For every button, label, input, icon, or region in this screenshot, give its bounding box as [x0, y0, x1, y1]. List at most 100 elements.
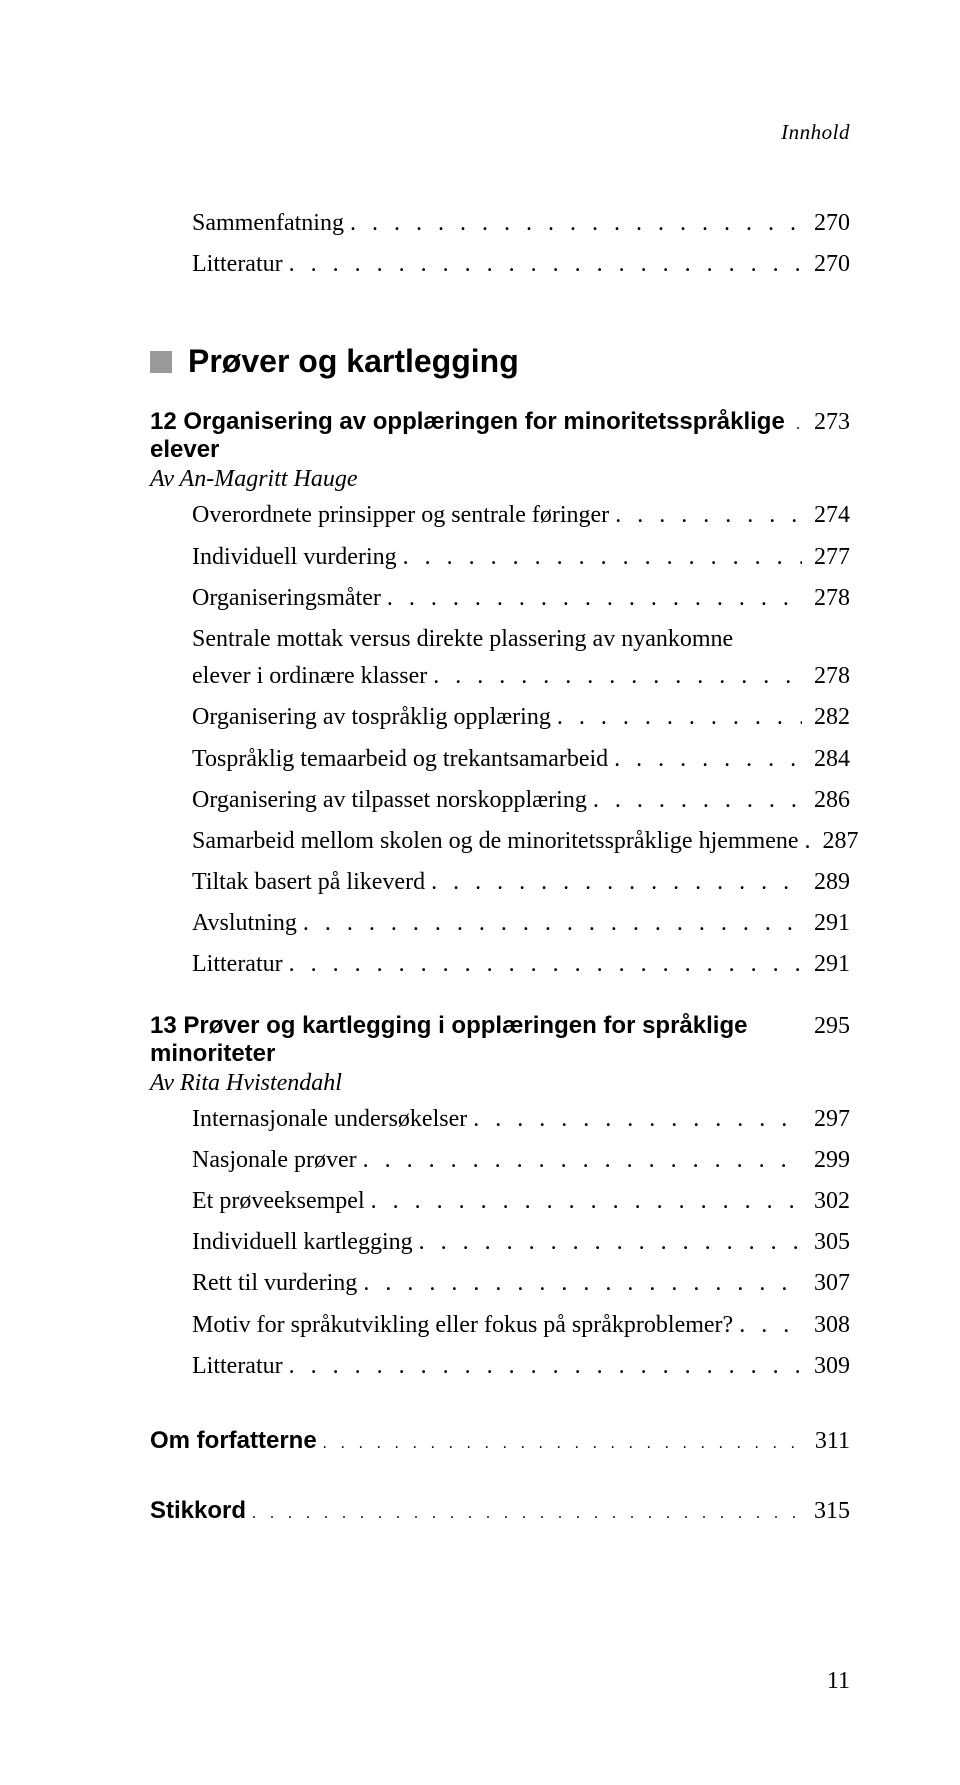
toc-label: Avslutning: [192, 905, 297, 942]
toc-label: Individuell kartlegging: [192, 1224, 413, 1261]
toc-page: 287: [811, 823, 859, 860]
toc-leader: . . . . . . . . . . . . . . . . . . . . …: [283, 246, 802, 283]
toc-label: Litteratur: [192, 946, 283, 983]
toc-page: 274: [802, 497, 850, 534]
toc-entry-multiline: Sentrale mottak versus direkte plasserin…: [150, 621, 850, 695]
chapter-title: 12 Organisering av opplæringen for minor…: [150, 408, 790, 464]
toc-leader: . .: [799, 823, 811, 860]
toc-page: 297: [802, 1101, 850, 1138]
toc-entry: Sammenfatning . . . . . . . . . . . . . …: [150, 205, 850, 242]
toc-entry: Tiltak basert på likeverd . . . . . . . …: [150, 864, 850, 901]
part-title: Prøver og kartlegging: [188, 343, 519, 380]
toc-page: 291: [802, 946, 850, 983]
toc-spacer: [790, 1020, 802, 1038]
chapter-heading: 12 Organisering av opplæringen for minor…: [150, 408, 850, 464]
toc-entry: Individuell vurdering . . . . . . . . . …: [150, 539, 850, 576]
toc-entry: Avslutning . . . . . . . . . . . . . . .…: [150, 905, 850, 942]
chapter-heading: 13 Prøver og kartlegging i opplæringen f…: [150, 1012, 850, 1068]
chapter-title: 13 Prøver og kartlegging i opplæringen f…: [150, 1012, 790, 1068]
toc-entry: Nasjonale prøver . . . . . . . . . . . .…: [150, 1142, 850, 1179]
extras-page: 311: [802, 1428, 850, 1455]
toc-page: 278: [802, 580, 850, 617]
toc-page: 284: [802, 741, 850, 778]
toc-label: Individuell vurdering: [192, 539, 397, 576]
toc-entry: Organiseringsmåter . . . . . . . . . . .…: [150, 580, 850, 617]
toc-entry: Samarbeid mellom skolen og de minoritets…: [150, 823, 850, 860]
toc-label: Litteratur: [192, 246, 283, 283]
toc-label: Rett til vurdering: [192, 1265, 357, 1302]
toc-leader: . . . . . . . . . . . . . . . . . . . . …: [283, 946, 802, 983]
toc-label: Organisering av tospråklig opplæring: [192, 699, 551, 736]
toc-leader: . . . . . . . . . . . . . . . . . . . . …: [551, 699, 802, 736]
running-head: Innhold: [150, 120, 850, 145]
toc-entry: Rett til vurdering . . . . . . . . . . .…: [150, 1265, 850, 1302]
toc-label: Internasjonale undersøkelser: [192, 1101, 467, 1138]
toc-entry: Litteratur . . . . . . . . . . . . . . .…: [150, 246, 850, 283]
part-heading: Prøver og kartlegging: [150, 343, 850, 380]
toc-page: 299: [802, 1142, 850, 1179]
toc-leader: . . . . . . . . . . . . . . . . . . . . …: [344, 205, 802, 242]
square-marker-icon: [150, 351, 172, 373]
toc-page: 308: [802, 1307, 850, 1344]
page-number: 11: [827, 1668, 850, 1695]
toc-label: Organisering av tilpasset norskopplæring: [192, 782, 587, 819]
toc-leader: . . . . . . . . . . . . . . . . . . . . …: [413, 1224, 802, 1261]
toc-entry: Litteratur . . . . . . . . . . . . . . .…: [150, 1348, 850, 1385]
chapter-author: Av Rita Hvistendahl: [150, 1070, 850, 1097]
toc-entry: Internasjonale undersøkelser . . . . . .…: [150, 1101, 850, 1138]
chapter-author: Av An-Magritt Hauge: [150, 466, 850, 493]
extras-title: Om forfatterne: [150, 1427, 317, 1455]
chapter-page: 273: [802, 409, 850, 436]
toc-label: Tiltak basert på likeverd: [192, 864, 425, 901]
toc-label: Samarbeid mellom skolen og de minoritets…: [192, 823, 799, 860]
toc-label: Motiv for språkutvikling eller fokus på …: [192, 1307, 733, 1344]
toc-entry: Litteratur . . . . . . . . . . . . . . .…: [150, 946, 850, 983]
toc-entry: Motiv for språkutvikling eller fokus på …: [150, 1307, 850, 1344]
toc-entry: Overordnete prinsipper og sentrale førin…: [150, 497, 850, 534]
toc-label: Sammenfatning: [192, 205, 344, 242]
toc-leader: . . . . . . . . . . . . . . . . . . . . …: [283, 1348, 802, 1385]
toc-entry: Organisering av tilpasset norskopplæring…: [150, 782, 850, 819]
toc-page: 305: [802, 1224, 850, 1261]
chapter-page: 295: [802, 1013, 850, 1040]
toc-leader: . . . . . . . . . . . . . . . . . . . . …: [317, 1435, 802, 1453]
toc-leader: . . . . . . . . . . . . . . . . . . . . …: [357, 1265, 802, 1302]
extras-heading: Stikkord . . . . . . . . . . . . . . . .…: [150, 1497, 850, 1525]
extras-heading: Om forfatterne . . . . . . . . . . . . .…: [150, 1427, 850, 1455]
toc-leader: . . . . . . . . . . . . . . . . . . . . …: [381, 580, 802, 617]
toc-leader: . . . . . . . . . . . . . . . . . . . . …: [425, 864, 802, 901]
toc-leader: . . . . . . . . . . . . . . . . . . . . …: [427, 658, 802, 695]
toc-leader: . . . . . . . . . . . . . . . . . . . . …: [467, 1101, 802, 1138]
extras-page: 315: [802, 1498, 850, 1525]
toc-label: Nasjonale prøver: [192, 1142, 357, 1179]
toc-entry: Organisering av tospråklig opplæring . .…: [150, 699, 850, 736]
toc-leader: . . . . . . . . . . . . . . . . . . . . …: [609, 497, 802, 534]
toc-entry: elever i ordinære klasser . . . . . . . …: [192, 658, 850, 695]
toc-page: 289: [802, 864, 850, 901]
toc-page: 307: [802, 1265, 850, 1302]
toc-page: 278: [802, 658, 850, 695]
toc-page: 291: [802, 905, 850, 942]
toc-leader: . . . . . . . . . . . . . . . . . . . . …: [733, 1307, 802, 1344]
page-container: Innhold Sammenfatning . . . . . . . . . …: [0, 0, 960, 1525]
toc-label: Litteratur: [192, 1348, 283, 1385]
toc-page: 282: [802, 699, 850, 736]
toc-label: Et prøveeksempel: [192, 1183, 365, 1220]
toc-leader: . . . . . . . . . . . . . . . . . . . . …: [246, 1505, 802, 1523]
toc-page: 270: [802, 246, 850, 283]
toc-label-line2: elever i ordinære klasser: [192, 658, 427, 695]
toc-leader: . .: [790, 416, 802, 434]
toc-page: 302: [802, 1183, 850, 1220]
toc-leader: . . . . . . . . . . . . . . . . . . . . …: [365, 1183, 802, 1220]
toc-leader: . . . . . . . . . . . . . . . . . . . . …: [357, 1142, 802, 1179]
toc-label: Tospråklig temaarbeid og trekantsamarbei…: [192, 741, 608, 778]
toc-page: 286: [802, 782, 850, 819]
extras-title: Stikkord: [150, 1497, 246, 1525]
toc-entry: Individuell kartlegging . . . . . . . . …: [150, 1224, 850, 1261]
toc-entry: Et prøveeksempel . . . . . . . . . . . .…: [150, 1183, 850, 1220]
toc-leader: . . . . . . . . . . . . . . . . . . . . …: [297, 905, 802, 942]
toc-leader: . . . . . . . . . . . . . . . . . . . . …: [397, 539, 802, 576]
toc-leader: . . . . . . . . . . . . . . . . . . . . …: [608, 741, 802, 778]
toc-page: 277: [802, 539, 850, 576]
toc-label: Overordnete prinsipper og sentrale førin…: [192, 497, 609, 534]
